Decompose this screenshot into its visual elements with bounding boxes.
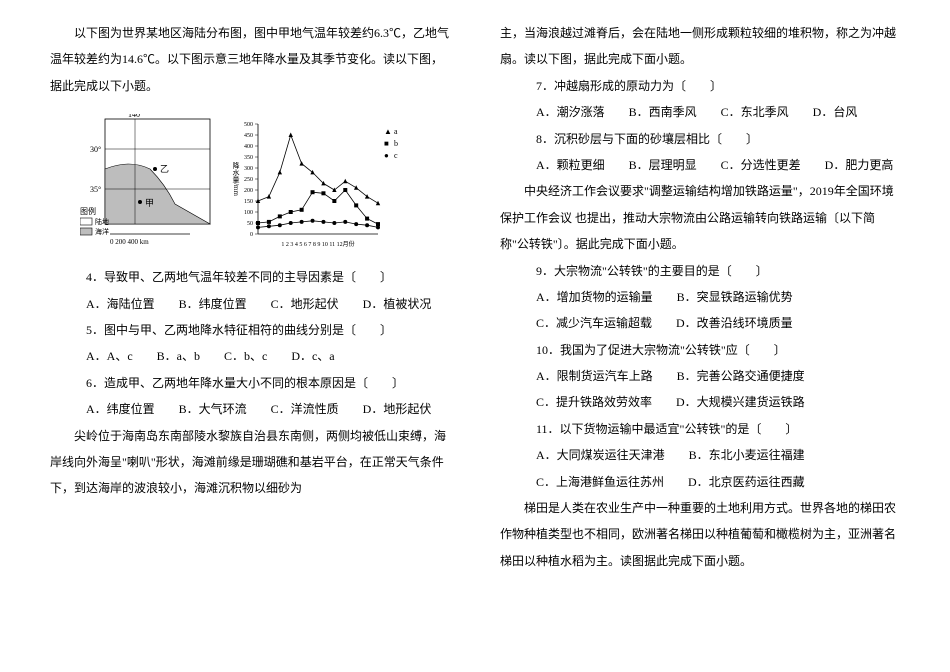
svg-text:50: 50 — [247, 221, 253, 227]
svg-text:0: 0 — [250, 232, 253, 238]
lat35-label: 35° — [90, 185, 101, 194]
svg-text:100: 100 — [244, 210, 253, 216]
q6: 6．造成甲、乙两地年降水量大小不同的根本原因是〔 〕 — [50, 370, 450, 396]
jia-label: 甲 — [145, 198, 154, 208]
q8: 8．沉积砂层与下面的砂壤层相比〔 〕 — [500, 126, 900, 152]
svg-text:150: 150 — [244, 199, 253, 205]
intro-text-2b: 主，当海浪越过滩脊后，会在陆地一侧形成颗粒较细的堆积物，称之为冲越扇。读以下图，… — [500, 20, 900, 73]
svg-text:c: c — [394, 151, 398, 160]
lon-label: 140° — [128, 114, 143, 119]
chart-svg: 0 50 100 150 200 250 300 350 400 450 500 1 2 3 4 5 … — [230, 114, 410, 254]
q7-opts: A．潮汐涨落 B．西南季风 C．东北季风 D．台风 — [500, 99, 900, 125]
yi-label: 乙 — [160, 164, 169, 174]
legend-sea: 海洋 — [95, 227, 109, 236]
figure-row: 30° 35° 140° 乙 甲 图例 陆地 海洋 0 200 400 km — [80, 114, 450, 254]
q11-opts2: C．上海港鲜鱼运往苏州 D．北京医药运往西藏 — [500, 469, 900, 495]
intro-text-2a: 尖岭位于海南岛东南部陵水黎族自治县东南侧，两侧均被低山束缚，海岸线向外海呈"喇叭… — [50, 423, 450, 502]
svg-text:300: 300 — [244, 166, 253, 172]
q7: 7．冲越扇形成的原动力为〔 〕 — [500, 73, 900, 99]
svg-text:b: b — [394, 139, 398, 148]
svg-text:1 2 3 4 5 6 7 8 9 10 11 12月份: 1 2 3 4 5 6 7 8 9 10 11 12月份 — [281, 240, 354, 248]
q11: 11．以下货物运输中最适宜"公转铁"的是〔 〕 — [500, 416, 900, 442]
svg-text:400: 400 — [244, 144, 253, 150]
q9-opts: A．增加货物的运输量 B．突显铁路运输优势 — [500, 284, 900, 310]
svg-text:a: a — [394, 127, 398, 136]
scale-label: 0 200 400 km — [110, 238, 149, 246]
map-svg: 30° 35° 140° 乙 甲 图例 陆地 海洋 0 200 400 km — [80, 114, 215, 254]
q6-opts: A．纬度位置 B．大气环流 C．洋流性质 D．地形起伏 — [50, 396, 450, 422]
legend-title: 图例 — [80, 206, 96, 216]
q10-opts: A．限制货运汽车上路 B．完善公路交通便捷度 — [500, 363, 900, 389]
q8-opts: A．颗粒更细 B．层理明显 C．分选性更差 D．肥力更高 — [500, 152, 900, 178]
intro-text-1: 以下图为世界某地区海陆分布图，图中甲地气温年较差约6.3℃，乙地气温年较差约为1… — [50, 20, 450, 99]
svg-text:250: 250 — [244, 177, 253, 183]
legend-land: 陆地 — [95, 217, 109, 226]
q11-opts: A．大同煤炭运往天津港 B．东北小麦运往福建 — [500, 442, 900, 468]
map-figure: 30° 35° 140° 乙 甲 图例 陆地 海洋 0 200 400 km — [80, 114, 215, 254]
q5-opts: A．A、c B．a、b C．b、c D．c、a — [50, 343, 450, 369]
q10-opts2: C．提升铁路效劳效率 D．大规模兴建货运铁路 — [500, 389, 900, 415]
intro-text-3: 中央经济工作会议要求"调整运输结构增加铁路运量"，2019年全国环境保护工作会议… — [500, 178, 900, 257]
lat30-label: 30° — [90, 145, 101, 154]
svg-text:降水量/mm: 降水量/mm — [232, 161, 240, 196]
intro-text-4: 梯田是人类在农业生产中一种重要的土地利用方式。世界各地的梯田农作物种植类型也不相… — [500, 495, 900, 574]
left-column: 以下图为世界某地区海陆分布图，图中甲地气温年较差约6.3℃，乙地气温年较差约为1… — [35, 20, 475, 652]
svg-text:■: ■ — [384, 139, 389, 148]
q4-opts: A．海陆位置 B．纬度位置 C．地形起伏 D．植被状况 — [50, 291, 450, 317]
q9: 9．大宗物流"公转铁"的主要目的是〔 〕 — [500, 258, 900, 284]
q4: 4．导致甲、乙两地气温年较差不同的主导因素是〔 〕 — [50, 264, 450, 290]
q10: 10．我国为了促进大宗物流"公转铁"应〔 〕 — [500, 337, 900, 363]
right-column: 主，当海浪越过滩脊后，会在陆地一侧形成颗粒较细的堆积物，称之为冲越扇。读以下图，… — [475, 20, 915, 652]
svg-text:▲: ▲ — [384, 127, 392, 136]
svg-text:450: 450 — [244, 133, 253, 139]
chart-figure: 0 50 100 150 200 250 300 350 400 450 500 1 2 3 4 5 … — [230, 114, 410, 254]
svg-text:500: 500 — [244, 122, 253, 128]
q5: 5．图中与甲、乙两地降水特征相符的曲线分别是〔 〕 — [50, 317, 450, 343]
q9-opts2: C．减少汽车运输超载 D．改善沿线环境质量 — [500, 310, 900, 336]
svg-text:●: ● — [384, 151, 389, 160]
svg-text:350: 350 — [244, 155, 253, 161]
svg-text:200: 200 — [244, 188, 253, 194]
